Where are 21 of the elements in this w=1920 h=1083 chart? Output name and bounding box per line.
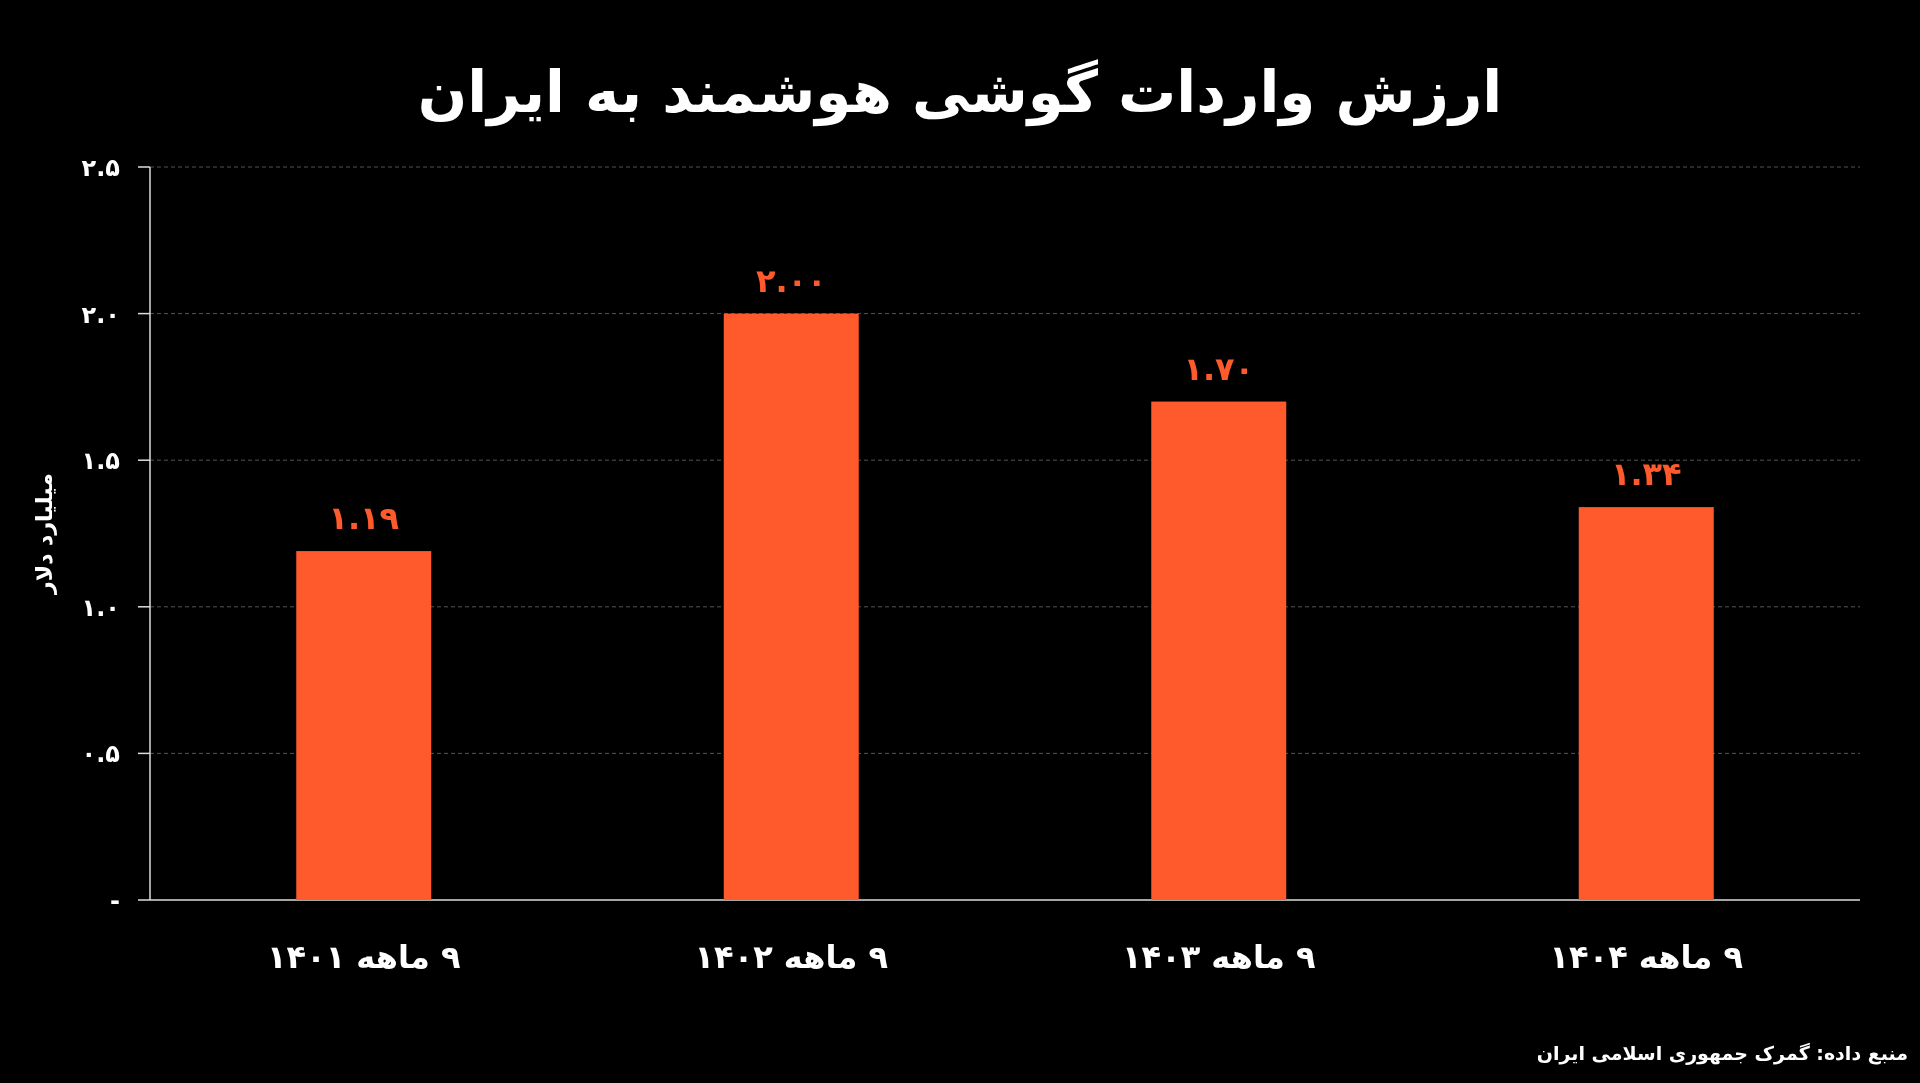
bar bbox=[296, 551, 432, 900]
data-label: ۲.۰۰ bbox=[755, 261, 827, 300]
x-tick-label: ۹ ماهه ۱۴۰۳ bbox=[1122, 938, 1316, 976]
text: منبع داده: گمرک جمهوری اسلامی ایران bbox=[1536, 1042, 1908, 1065]
data-label: ۱.۳۴ bbox=[1610, 455, 1682, 494]
bar bbox=[1151, 401, 1287, 900]
y-tick-label: ۲.۰ bbox=[81, 300, 120, 329]
x-tick-label: ۹ ماهه ۱۴۰۲ bbox=[694, 938, 888, 976]
y-tick-label: ۱.۰ bbox=[81, 593, 120, 622]
x-tick-label: ۹ ماهه ۱۴۰۱ bbox=[267, 938, 461, 976]
data-label: ۱.۷۰ bbox=[1183, 349, 1255, 388]
bar bbox=[1578, 507, 1714, 900]
bar bbox=[723, 313, 859, 900]
y-tick-label: ۲.۵ bbox=[81, 154, 120, 182]
y-tick-label: ۰.۵ bbox=[81, 740, 120, 769]
x-tick-label: ۹ ماهه ۱۴۰۴ bbox=[1549, 938, 1743, 976]
y-tick-label: - bbox=[110, 887, 120, 915]
y-tick-label: ۱.۵ bbox=[81, 447, 120, 476]
data-label: ۱.۱۹ bbox=[328, 499, 400, 538]
y-axis-title: میلیارد دلار bbox=[32, 473, 57, 595]
chart-title: ارزش واردات گوشی هوشمند به ایران bbox=[417, 58, 1503, 127]
